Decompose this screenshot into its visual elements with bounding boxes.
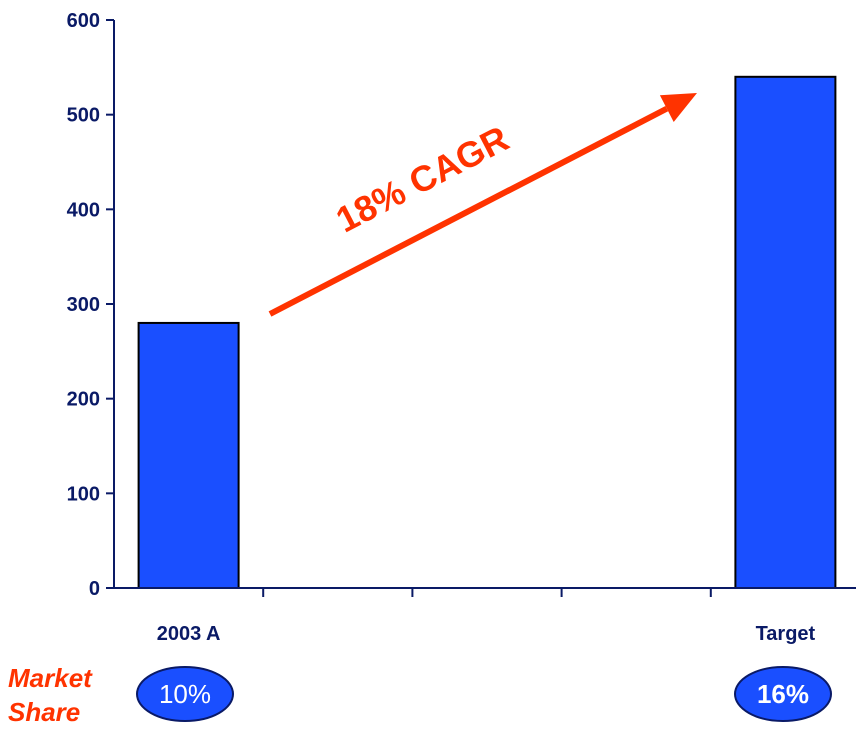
category-label: 2003 A: [157, 623, 221, 645]
cagr-arrow-line: [268, 105, 669, 317]
x-axis-ticks: [262, 588, 712, 597]
market-share-label-line2: Share: [8, 697, 80, 727]
market-share-value: 16%: [757, 679, 809, 709]
y-tick-label: 200: [67, 389, 100, 411]
cagr-arrow-head: [659, 93, 697, 122]
market-share-value: 10%: [159, 679, 211, 709]
market-share-oval: [734, 666, 832, 722]
y-tick-label: 0: [89, 578, 100, 600]
bar: [734, 75, 837, 590]
y-tick-label: 500: [67, 105, 100, 127]
y-tick-label: 600: [67, 10, 100, 32]
axes: [113, 20, 856, 589]
y-axis-ticks: 0 100 200 300 400 500 600: [67, 10, 114, 600]
cagr-label: 18% CAGR: [329, 117, 515, 240]
market-share-row: Market Share 10% 16%: [8, 663, 832, 727]
category-labels: 2003 A Target: [157, 623, 816, 645]
bar: [137, 321, 240, 589]
market-share-oval: [136, 666, 234, 722]
market-share-label-line1: Market: [8, 663, 93, 693]
y-tick-label: 100: [67, 483, 100, 505]
y-tick-label: 400: [67, 199, 100, 221]
y-tick-label: 300: [67, 294, 100, 316]
cagr-annotation: 18% CAGR: [268, 93, 697, 317]
category-label: Target: [756, 623, 816, 645]
